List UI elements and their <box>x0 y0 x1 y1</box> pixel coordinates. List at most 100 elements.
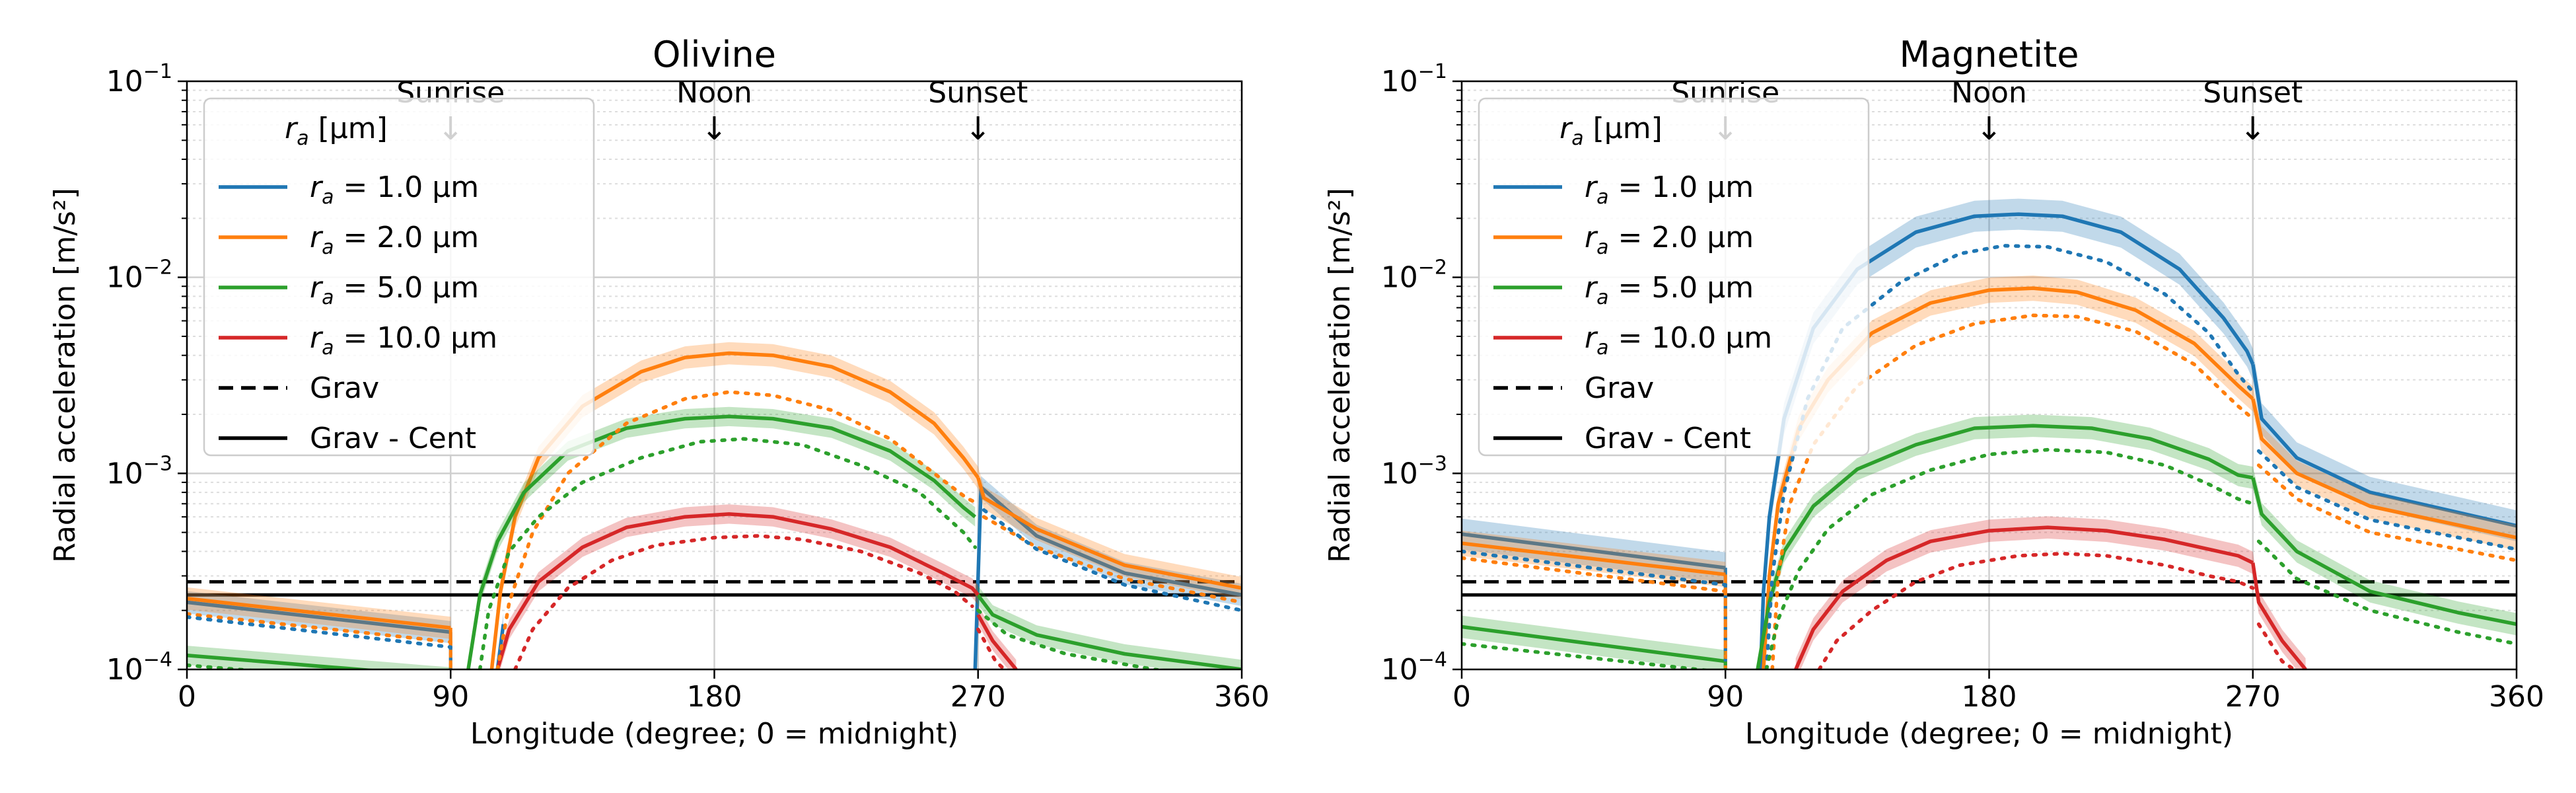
legend-entry: ra = 1.0 µm <box>1585 170 1754 209</box>
series-line <box>1764 447 2255 669</box>
legend-entry: Grav <box>1585 371 1654 405</box>
x-tick-label: 360 <box>1214 680 1270 714</box>
legend-entry-symbol: r <box>1585 221 1598 254</box>
uncertainty-band <box>978 605 1017 669</box>
x-tick-label: 360 <box>2489 680 2544 714</box>
legend-title-unit: [µm] <box>1584 112 1663 145</box>
series-7-dotted <box>1462 551 2296 710</box>
series-6-dotted <box>187 534 1007 708</box>
annotation-arrow: ↓ <box>965 110 991 147</box>
series-3-solid <box>187 504 1018 710</box>
series-line <box>187 600 451 634</box>
legend-entry: Grav - Cent <box>1585 422 1751 455</box>
legend-entry-subscript: a <box>322 336 334 359</box>
x-axis-label: Longitude (degree; 0 = midnight) <box>470 717 958 751</box>
series-line <box>1462 642 1715 669</box>
legend-box <box>1478 97 1870 457</box>
annotation-arrow: ↓ <box>701 110 727 147</box>
series-line <box>1762 286 2254 669</box>
series-line <box>1758 212 2255 669</box>
series-line <box>187 689 450 700</box>
series-line <box>976 613 1018 669</box>
x-tick-label: 180 <box>687 680 742 714</box>
series-line <box>1764 244 2255 669</box>
x-tick-label: 90 <box>1707 680 1744 714</box>
legend-entry: ra = 10.0 µm <box>1585 321 1772 359</box>
y-tick-label: 10−1 <box>106 60 172 98</box>
legend-entry-subscript: a <box>322 186 334 209</box>
legend-entry-subscript: a <box>322 286 334 309</box>
legend-title: ra [µm] <box>285 112 388 150</box>
legend-entry-value: = 2.0 µm <box>334 221 479 254</box>
legend-entry-symbol: r <box>310 221 324 254</box>
y-tick-label: 10−2 <box>106 256 172 295</box>
series-line <box>974 590 1242 669</box>
legend-entry-label: Grav - Cent <box>310 422 476 455</box>
y-tick-base: 10 <box>1381 653 1418 687</box>
series-2-solid <box>187 406 1242 669</box>
legend-entry-subscript: a <box>1596 186 1608 209</box>
series-line <box>1462 624 1726 663</box>
y-tick-exponent: −4 <box>1418 648 1447 671</box>
y-tick-label: 10−1 <box>1381 60 1447 98</box>
series-line <box>187 697 450 708</box>
x-axis-label: Longitude (degree; 0 = midnight) <box>1745 717 2233 751</box>
legend-entry-symbol: r <box>1585 170 1598 204</box>
y-tick-label: 10−2 <box>1381 256 1447 295</box>
series-line <box>976 608 1170 669</box>
y-tick-base: 10 <box>106 65 143 98</box>
uncertainty-band <box>1795 516 2253 669</box>
y-tick-exponent: −4 <box>143 648 172 671</box>
legend-entry-symbol: r <box>310 321 324 355</box>
y-tick-base: 10 <box>106 653 143 687</box>
legend-entry: ra = 1.0 µm <box>310 170 479 209</box>
series-5-dotted <box>1462 313 2517 669</box>
series-line <box>466 414 977 669</box>
legend-entry-subscript: a <box>1596 286 1608 309</box>
series-line <box>1462 697 1725 710</box>
legend-entry: ra = 5.0 µm <box>310 271 479 309</box>
series-line <box>2256 539 2517 646</box>
series-1-solid <box>1462 276 2517 669</box>
y-tick-base: 10 <box>1381 457 1418 490</box>
uncertainty-band <box>978 467 1242 599</box>
x-tick-label: 0 <box>178 680 196 714</box>
legend-entry: Grav <box>310 371 379 405</box>
legend-entry-value: = 2.0 µm <box>1608 221 1754 254</box>
annotation-noon: Noon <box>1951 76 2027 110</box>
series-line <box>1462 549 1728 587</box>
series-line <box>187 612 453 644</box>
series-line <box>1462 541 1726 577</box>
uncertainty-band <box>2252 386 2517 550</box>
legend-entry-label: Grav <box>310 371 379 405</box>
legend-entry-subscript: a <box>1596 336 1608 359</box>
series-line <box>478 437 978 669</box>
annotation-sunset: Sunset <box>2203 76 2303 110</box>
series-line <box>973 485 1242 669</box>
y-tick-label: 10−4 <box>1381 648 1447 687</box>
series-line <box>495 390 980 669</box>
series-line <box>489 351 980 669</box>
series-7-dotted <box>187 508 1242 669</box>
plot-content <box>187 342 1242 710</box>
uncertainty-band <box>187 679 450 710</box>
series-1-solid <box>187 342 1242 669</box>
annotation-sunset: Sunset <box>928 76 1028 110</box>
series-line <box>513 534 974 669</box>
legend-entry: ra = 10.0 µm <box>310 321 497 359</box>
legend-entry-value: = 10.0 µm <box>1608 321 1772 355</box>
series-4-dotted <box>1462 244 2517 669</box>
legend-entry-symbol: r <box>1585 321 1598 355</box>
uncertainty-band <box>2252 348 2517 542</box>
chart-title: Magnetite <box>1900 34 2079 75</box>
series-line <box>187 596 451 630</box>
legend-entry-subscript: a <box>322 236 334 259</box>
legend-title-subscript: a <box>297 127 308 150</box>
legend-entry-value: = 5.0 µm <box>334 271 479 305</box>
y-tick-base: 10 <box>106 261 143 295</box>
legend-entry: ra = 2.0 µm <box>310 221 479 259</box>
legend-entry-symbol: r <box>310 271 324 305</box>
series-line <box>1794 525 2254 669</box>
